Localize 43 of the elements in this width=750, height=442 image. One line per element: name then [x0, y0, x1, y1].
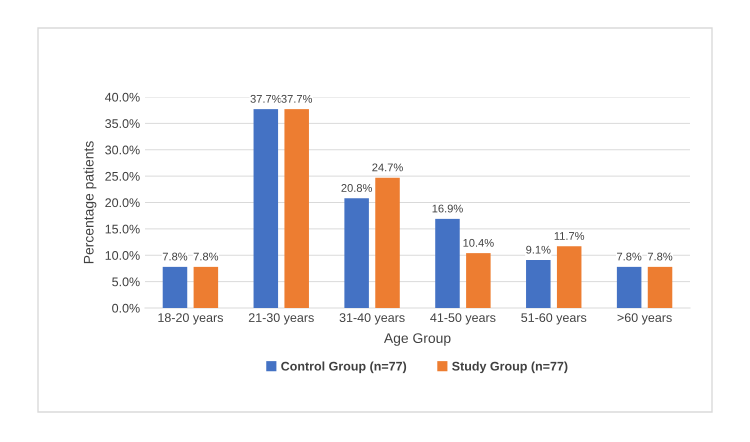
y-tick-label: 40.0%: [104, 92, 140, 102]
data-label: 37.7%: [250, 94, 282, 103]
data-label: 9.1%: [526, 246, 551, 254]
bar: [648, 266, 672, 308]
y-axis-title: Percentage patients: [83, 141, 96, 264]
data-label: 7.8%: [194, 252, 218, 260]
data-label: 37.7%: [281, 94, 312, 103]
bar: [162, 266, 188, 308]
bar: [375, 178, 400, 308]
x-tick-label: 21-30 years: [248, 313, 314, 325]
x-tick-label: >60 years: [618, 313, 672, 325]
data-label: 20.8%: [341, 184, 372, 192]
bar: [435, 218, 460, 308]
data-label: 10.4%: [463, 238, 494, 247]
x-tick-label: 41-50 years: [430, 313, 496, 325]
y-tick-label: 30.0%: [105, 146, 140, 154]
x-tick-label: 51-60 years: [521, 313, 586, 325]
data-label: 7.8%: [617, 252, 642, 260]
bar: [194, 266, 218, 308]
y-tick-label: 0.0%: [112, 304, 140, 313]
bar: [254, 109, 278, 308]
y-tick-label: 25.0%: [105, 172, 140, 181]
x-tick-label: 18-20 years: [158, 313, 223, 325]
data-label: 7.8%: [162, 252, 188, 260]
bar: [556, 246, 582, 308]
bar: [284, 109, 309, 308]
x-axis-title: Age Group: [384, 333, 451, 346]
legend-label: Control Group (n=77): [281, 361, 406, 374]
bar: [616, 266, 642, 308]
bar: [526, 260, 551, 308]
data-label: 24.7%: [372, 163, 403, 172]
y-tick-label: 10.0%: [106, 251, 140, 260]
data-label: 11.7%: [554, 232, 584, 240]
y-tick-label: 15.0%: [106, 224, 140, 234]
data-label: 7.8%: [648, 252, 672, 260]
x-tick-label: 31-40 years: [340, 313, 405, 325]
y-tick-label: 5.0%: [112, 277, 140, 286]
data-label: 16.9%: [432, 204, 463, 212]
bar: [466, 253, 491, 308]
legend-label: Study Group (n=77): [452, 361, 568, 374]
y-tick-label: 35.0%: [105, 119, 140, 128]
y-tick-label: 20.0%: [105, 198, 140, 208]
bar: [344, 198, 369, 308]
